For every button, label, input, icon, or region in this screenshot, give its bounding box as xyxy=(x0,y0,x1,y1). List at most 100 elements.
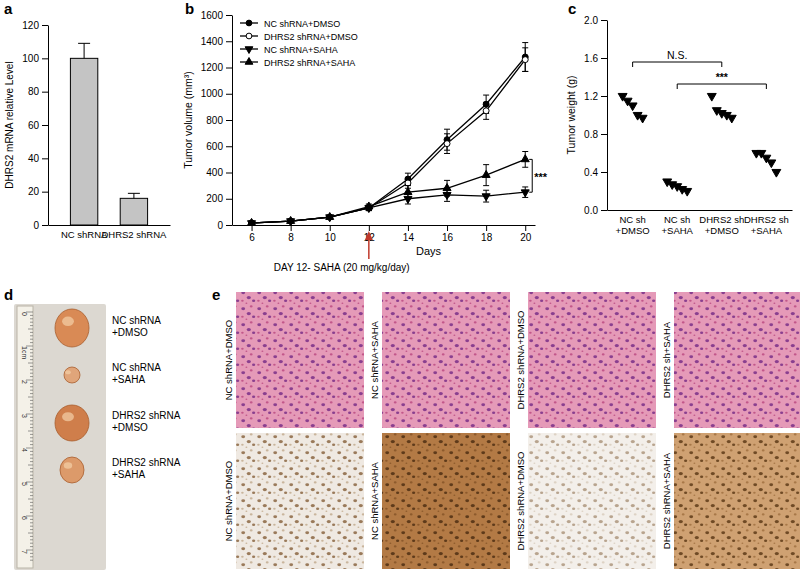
points xyxy=(618,93,781,196)
bars xyxy=(70,43,147,225)
micrograph-label: NC shRNA+SAHA xyxy=(369,320,380,399)
tick: 18 xyxy=(481,225,493,243)
tick-mark xyxy=(525,225,526,231)
ruler-tick xyxy=(30,376,33,377)
tick-mark xyxy=(601,58,607,59)
tick: 1000 xyxy=(201,88,232,99)
tick-mark xyxy=(226,146,232,147)
ruler-tick xyxy=(30,369,33,370)
tick: 600 xyxy=(206,141,232,152)
tick: DHRS2 sh+DMSO xyxy=(699,210,744,236)
marker xyxy=(404,188,412,195)
micrograph xyxy=(236,292,364,428)
ruler-tick xyxy=(30,393,33,394)
tick: DHRS2 shRNA xyxy=(101,225,167,240)
tick-label-line: +SAHA xyxy=(661,225,693,236)
series-line xyxy=(252,60,526,223)
panel-c: 0.00.40.81.21.62.0NC sh+DMSONC sh+SAHADH… xyxy=(565,15,793,237)
ruler-tick xyxy=(30,509,33,510)
ruler-tick xyxy=(30,488,33,489)
ruler-tick xyxy=(30,543,33,544)
tick-label: 1.6 xyxy=(584,53,598,64)
tick-label: 14 xyxy=(403,232,415,243)
tick-label: 100 xyxy=(22,53,39,64)
point xyxy=(707,93,716,101)
marker xyxy=(483,108,489,114)
ruler-label: 0 xyxy=(21,312,28,316)
ruler-tick xyxy=(30,373,33,374)
y-axis: 0.00.40.81.21.62.0 xyxy=(584,15,607,216)
ruler-tick xyxy=(28,363,33,364)
marker xyxy=(326,212,334,219)
tumor xyxy=(64,367,80,383)
micrograph xyxy=(528,433,656,569)
marker xyxy=(287,216,295,223)
photo-label-line: +SAHA xyxy=(112,374,145,385)
tick-label: 0.4 xyxy=(584,167,598,178)
point xyxy=(727,115,736,123)
tick-label-line: +DMSO xyxy=(705,225,739,236)
photo-label: NC shRNA+DMSO xyxy=(112,315,161,338)
ruler-tick xyxy=(30,424,33,425)
ruler-tick xyxy=(28,499,33,500)
tick-mark xyxy=(42,25,48,26)
tick: 0 xyxy=(217,220,232,231)
tick-mark xyxy=(408,225,409,231)
tick-label: 120 xyxy=(22,20,39,31)
ruler-tick xyxy=(30,410,33,411)
tick-label: 8 xyxy=(288,232,294,243)
tick: NC sh+SAHA xyxy=(661,210,693,236)
ruler-tick xyxy=(30,403,33,404)
ruler-tick xyxy=(30,458,33,459)
axis-line xyxy=(232,16,233,226)
x-axis: NC shRNADHRS2 shRNA xyxy=(49,225,171,240)
photo-label: DHRS2 shRNA+DMSO xyxy=(112,410,181,433)
ruler-label: 5 xyxy=(21,482,28,486)
tumor xyxy=(55,405,89,441)
legend-label: NC shRNA+DMSO xyxy=(264,19,340,29)
tick-label: 20 xyxy=(28,186,40,197)
error-bar xyxy=(128,193,140,198)
photo-background xyxy=(14,304,106,570)
axis-line xyxy=(608,210,793,211)
ruler-label: 6 xyxy=(21,516,28,520)
ruler-tick xyxy=(30,526,33,527)
annotation-bracket xyxy=(677,84,766,89)
ruler-label: 4 xyxy=(21,448,28,452)
ruler-tick xyxy=(30,560,33,561)
tick-mark xyxy=(226,94,232,95)
tick-mark xyxy=(226,199,232,200)
tick-mark xyxy=(291,225,292,231)
y-axis: 020406080100120 xyxy=(22,20,48,231)
error-bar xyxy=(78,43,90,58)
axis-line xyxy=(48,26,49,226)
ruler-tick xyxy=(30,519,33,520)
ruler-tick xyxy=(30,434,33,435)
panel-label: c xyxy=(568,0,576,17)
photo-label-line: +DMSO xyxy=(112,327,148,338)
tick-label: 1200 xyxy=(201,62,224,73)
tick-label: 200 xyxy=(206,193,223,204)
ruler-tick xyxy=(30,478,33,479)
legend-marker xyxy=(245,47,253,54)
ruler-tick xyxy=(30,390,33,391)
tumor xyxy=(55,309,89,347)
point xyxy=(638,115,647,123)
tick-label: 40 xyxy=(28,153,40,164)
panel-d: 01cm234567NC shRNA+DMSONC shRNA+SAHADHRS… xyxy=(14,304,181,570)
tick-label: 1600 xyxy=(201,10,224,21)
tick: 1.6 xyxy=(584,53,607,64)
panel-b: 0200400600800100012001400160068101214161… xyxy=(182,10,548,273)
tick-label: 2.0 xyxy=(584,15,598,26)
tick: 20 xyxy=(520,225,532,243)
tick-label: 800 xyxy=(206,115,223,126)
tick-label: 10 xyxy=(325,232,337,243)
annotation-bracket xyxy=(529,159,532,192)
tumor-highlight xyxy=(62,412,74,421)
ruler-tick xyxy=(30,318,33,319)
micrograph xyxy=(674,292,800,428)
marker xyxy=(443,184,451,191)
axis-line xyxy=(607,21,608,211)
ruler-tick xyxy=(30,556,33,557)
bar xyxy=(120,198,147,225)
